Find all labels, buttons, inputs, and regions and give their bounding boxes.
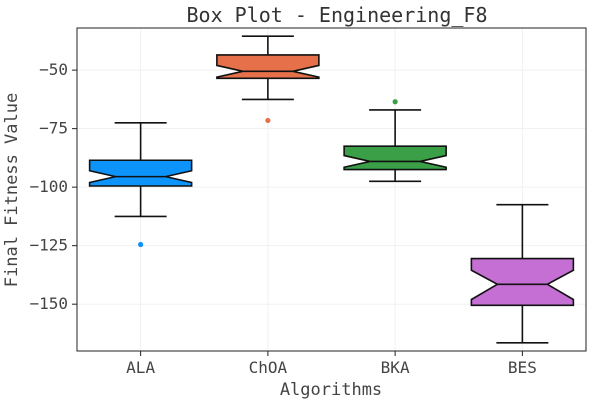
x-tick-label: BES: [508, 358, 537, 377]
y-tick-label: −125: [29, 236, 68, 255]
box-bes: [470, 257, 575, 307]
outlier-point: [265, 117, 271, 124]
box-choa: [216, 54, 320, 80]
box-bka: [343, 145, 447, 171]
y-axis-label: Final Fitness Value: [2, 93, 22, 287]
plot-frame: [76, 27, 587, 352]
x-tick-label: ChOA: [249, 358, 288, 377]
y-tick-label: −100: [29, 177, 68, 196]
y-tick-label: −150: [29, 294, 68, 313]
plot-area: −50 −75 −100 −125 −150 ALA ChOA BKA BES: [29, 27, 587, 377]
y-tick-label: −75: [39, 119, 68, 138]
y-tick-label: −50: [39, 60, 68, 79]
chart-title: Box Plot - Engineering_F8: [186, 3, 487, 27]
x-tick-label: BKA: [381, 358, 410, 377]
box-ala: [88, 159, 193, 187]
outlier-point: [138, 241, 144, 248]
outlier-point: [392, 99, 398, 105]
x-axis-label: Algorithms: [280, 380, 382, 400]
x-tick-label: ALA: [126, 358, 155, 377]
